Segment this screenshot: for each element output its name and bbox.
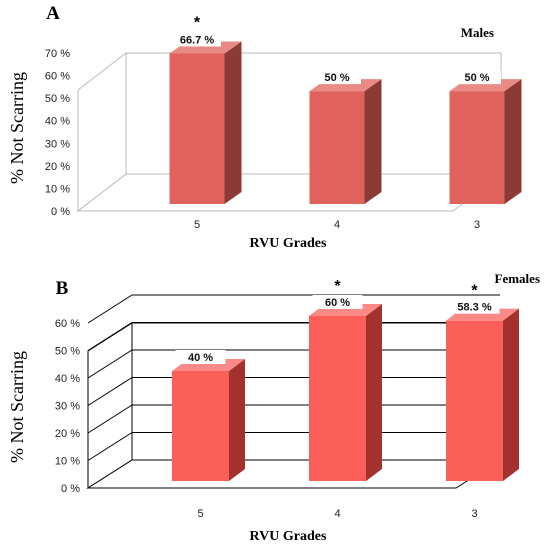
data-label: 58.3 % (457, 302, 491, 314)
significance-marker: * (334, 278, 341, 295)
y-tick-label: 10 % (55, 456, 80, 468)
bar-front-face (446, 320, 503, 481)
gridline-side (87, 322, 133, 351)
y-tick-label: 40 % (45, 116, 70, 128)
bar-side-face (364, 79, 382, 204)
y-tick-label: 50 % (45, 93, 70, 105)
y-tick-label: 20 % (45, 161, 70, 173)
significance-marker: * (471, 283, 478, 300)
x-axis-label: RVU Grades (250, 236, 327, 251)
x-tick-label: 3 (471, 508, 477, 520)
x-axis-label: RVU Grades (250, 529, 327, 544)
gridline-side (87, 294, 133, 324)
bar-front-face (172, 371, 229, 481)
bar-front-face (309, 316, 366, 481)
chart-floor (86, 459, 502, 489)
bar-front-face (449, 91, 505, 204)
bar-side-face (503, 308, 519, 481)
y-axis-label: % Not Scarring (7, 351, 27, 463)
data-label-box (173, 32, 221, 47)
bar-5 (172, 359, 245, 481)
legend-label: Females (495, 271, 540, 286)
chart-floor (76, 173, 503, 212)
y-tick-label: 30 % (55, 401, 80, 413)
data-label: 50 % (464, 72, 489, 84)
data-label: 66.7 % (180, 34, 214, 46)
bar-5 (169, 41, 242, 204)
significance-marker: * (194, 14, 201, 31)
data-label-box (313, 70, 361, 85)
x-tick-label: 5 (194, 219, 200, 231)
data-label-box (453, 70, 501, 85)
y-tick-label: 10 % (45, 183, 70, 195)
legend-label: Males (461, 25, 494, 40)
gridline-side (87, 377, 133, 406)
panel-label: A (46, 3, 60, 24)
data-label: 60 % (325, 297, 350, 309)
bar-side-face (224, 41, 242, 204)
gridline-side (87, 349, 133, 379)
bar-3 (446, 308, 519, 481)
y-tick-label: 70 % (45, 48, 70, 60)
bar-4 (309, 304, 382, 481)
bar-side-face (229, 359, 245, 481)
bar-side-face (504, 79, 522, 204)
y-tick-label: 50 % (55, 346, 80, 358)
gridline-side (87, 432, 133, 461)
y-tick-label: 40 % (55, 373, 80, 385)
y-tick-label: 0 % (61, 483, 80, 495)
panel-b-females: 0 % 10 % 20 % 30 % 40 % 50 % 60 % 40 % 5 60 % * 4 58… (7, 271, 540, 544)
bar-front-face (169, 53, 225, 204)
data-label: 40 % (188, 352, 213, 364)
bar-4 (309, 79, 382, 204)
x-tick-label: 5 (197, 508, 203, 520)
panel-label: B (56, 278, 69, 299)
data-label-box (449, 299, 500, 314)
bar-side-face (366, 304, 382, 481)
data-label-box (312, 295, 363, 309)
y-tick-label: 60 % (45, 71, 70, 83)
x-tick-label: 4 (334, 508, 340, 520)
y-tick-label: 0 % (51, 206, 70, 218)
bar-3 (449, 79, 522, 204)
data-label: 50 % (324, 72, 349, 84)
bar-front-face (309, 91, 365, 204)
data-label-box (175, 350, 226, 364)
gridline-side (87, 404, 133, 434)
y-tick-label: 60 % (55, 318, 80, 330)
panel-a-males: 0 % 10 % 20 % 30 % 40 % 50 % 60 % 70 % 66.7 % * 5 5… (7, 3, 522, 251)
y-tick-label: 20 % (55, 428, 80, 440)
x-tick-label: 3 (474, 219, 480, 231)
side-wall (87, 322, 133, 489)
x-tick-label: 4 (334, 219, 340, 231)
y-tick-label: 30 % (45, 138, 70, 150)
y-axis-label: % Not Scarring (7, 72, 27, 184)
